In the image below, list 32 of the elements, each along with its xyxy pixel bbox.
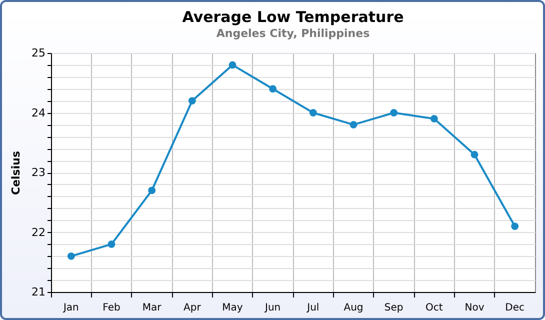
y-tick-label: 25	[32, 46, 46, 60]
point	[309, 109, 317, 116]
x-tick-label: Feb	[102, 302, 120, 314]
point	[188, 97, 196, 104]
point	[430, 115, 438, 122]
point	[148, 186, 156, 194]
point	[269, 85, 277, 93]
x-tick-label: Mar	[142, 302, 162, 314]
y-tick-label: 21	[32, 286, 46, 298]
y-tick-label: 23	[32, 166, 46, 179]
x-tick-label: May	[222, 302, 243, 314]
x-tick-label: Apr	[184, 302, 202, 314]
chart-subtitle: Angeles City, Philippines	[216, 27, 370, 40]
x-tick-label: Jan	[62, 302, 79, 314]
x-tick-label: Jun	[264, 302, 281, 314]
point	[390, 109, 398, 116]
x-tick-label: Nov	[464, 302, 484, 314]
x-tick-label: Aug	[344, 302, 364, 314]
y-axis-title: Celsius	[10, 150, 23, 195]
x-tick-label: Oct	[426, 302, 443, 314]
y-tick-label: 24	[32, 106, 46, 120]
point	[67, 252, 75, 260]
point	[108, 240, 116, 248]
chart-title: Average Low Temperature	[182, 8, 404, 26]
y-tick-label: 22	[32, 226, 46, 239]
x-tick-label: Sep	[384, 302, 404, 314]
point	[470, 150, 478, 158]
x-tick-label: Jul	[306, 302, 320, 314]
point	[511, 222, 519, 230]
point	[350, 121, 358, 128]
point	[228, 61, 236, 69]
x-tick-label: Dec	[505, 302, 525, 314]
